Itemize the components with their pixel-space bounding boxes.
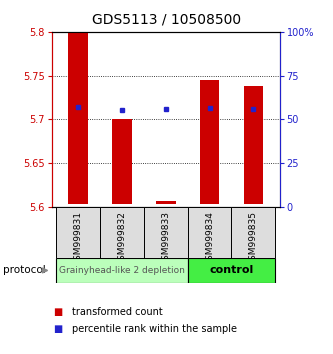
Text: GSM999831: GSM999831 [74,211,83,266]
Text: GDS5113 / 10508500: GDS5113 / 10508500 [92,12,241,27]
Text: protocol: protocol [3,266,46,275]
Text: GSM999833: GSM999833 [161,211,170,266]
Bar [68,32,88,205]
Bar [156,201,175,205]
Text: GSM999835: GSM999835 [249,211,258,266]
Text: GSM999834: GSM999834 [205,211,214,266]
Bar [144,207,187,258]
Text: Grainyhead-like 2 depletion: Grainyhead-like 2 depletion [59,266,185,275]
Text: ■: ■ [53,324,63,333]
Bar [187,258,275,283]
Text: percentile rank within the sample: percentile rank within the sample [72,324,236,333]
Bar [56,207,100,258]
Text: control: control [209,266,254,275]
Bar [56,258,187,283]
Text: ■: ■ [53,307,63,317]
Bar [231,207,275,258]
Text: transformed count: transformed count [72,307,163,317]
Text: GSM999832: GSM999832 [117,211,126,266]
Bar [243,86,263,205]
Bar [100,207,144,258]
Bar [187,207,231,258]
Bar [112,119,132,205]
Bar [200,80,219,205]
